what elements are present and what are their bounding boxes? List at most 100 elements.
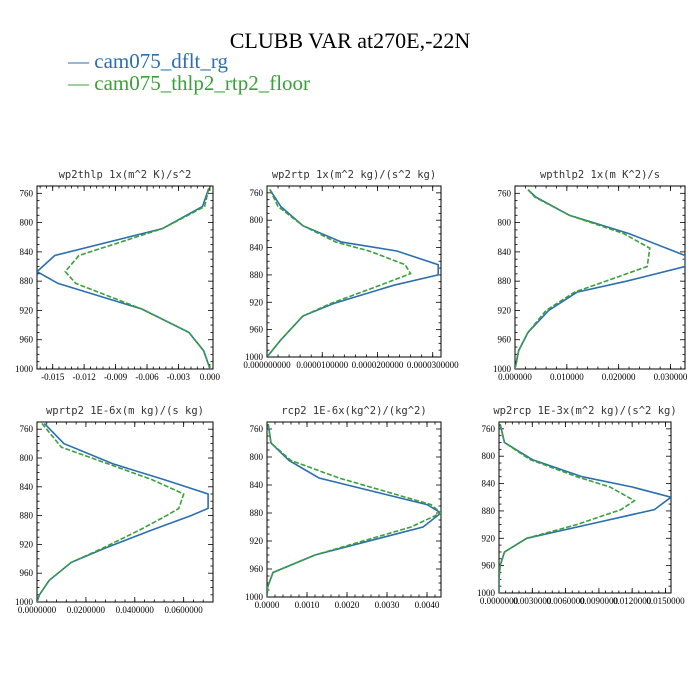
y-tick-label: 880 <box>20 276 34 286</box>
x-tick-label: 0.0600000 <box>165 605 204 615</box>
plot-frame <box>36 421 214 603</box>
y-tick-label: 880 <box>498 276 512 286</box>
series-line-floor <box>515 189 651 369</box>
y-tick-label: 840 <box>250 243 264 253</box>
x-tick-label: 0.000000 <box>498 372 532 382</box>
subplot-title: wprtp2 1E-6x(m kg)/(s kg) <box>46 405 204 417</box>
y-tick-label: 760 <box>498 188 512 198</box>
series-line-floor <box>499 423 636 593</box>
y-tick-label: 1000 <box>15 364 34 374</box>
x-tick-label: 0.0000300000 <box>407 360 459 370</box>
x-tick-label: 0.0400000 <box>116 605 155 615</box>
x-tick-label: 0.0000100000 <box>296 360 348 370</box>
series-line-floor <box>64 188 211 369</box>
y-tick-label: 880 <box>250 508 264 518</box>
y-tick-label: 800 <box>20 218 34 228</box>
x-tick-label: 0.0030 <box>375 600 400 610</box>
x-tick-label: 0.0010 <box>295 600 320 610</box>
series-line-floor <box>37 422 185 602</box>
y-tick-label: 960 <box>20 568 34 578</box>
y-tick-label: 760 <box>250 188 264 198</box>
series-line-floor <box>267 423 441 597</box>
y-tick-label: 800 <box>482 451 496 461</box>
y-tick-label: 880 <box>20 511 34 521</box>
y-tick-label: 960 <box>250 325 264 335</box>
legend-entry-dflt: — cam075_dflt_rg <box>68 50 310 72</box>
series-line-dflt <box>267 188 440 357</box>
y-tick-label: 760 <box>250 424 264 434</box>
subplot-title: wp2rtp 1x(m^2 kg)/(s^2 kg) <box>272 169 436 181</box>
y-tick-label: 920 <box>482 533 496 543</box>
x-tick-label: 0.000000000 <box>243 360 291 370</box>
y-tick-label: 840 <box>20 482 34 492</box>
legend-entry-floor: — cam075_thlp2_rtp2_floor <box>68 72 310 94</box>
legend-dash: — <box>68 49 95 73</box>
x-tick-label: -0.012 <box>73 372 96 382</box>
y-tick-label: 920 <box>20 305 34 315</box>
series-line-dflt <box>37 187 211 369</box>
series-line-dflt <box>515 189 685 369</box>
x-tick-label: 0.0090000 <box>580 596 619 606</box>
x-tick-label: -0.009 <box>104 372 128 382</box>
y-tick-label: 920 <box>20 539 34 549</box>
x-tick-label: 0.030000 <box>654 372 688 382</box>
x-tick-label: -0.006 <box>135 372 159 382</box>
series-line-dflt <box>37 422 209 602</box>
y-tick-label: 800 <box>498 218 512 228</box>
y-tick-label: 960 <box>498 335 512 345</box>
x-tick-label: 0.0000000 <box>480 596 519 606</box>
y-tick-label: 1000 <box>477 588 496 598</box>
plot-frame <box>266 185 442 358</box>
y-tick-label: 840 <box>20 247 34 257</box>
subplot-title: wp2thlp 1x(m^2 K)/s^2 <box>59 169 192 181</box>
y-tick-label: 760 <box>20 424 34 434</box>
plot-frame <box>514 185 686 370</box>
legend-dash: — <box>68 71 95 95</box>
x-tick-label: 0.0020 <box>335 600 360 610</box>
y-tick-label: 960 <box>482 561 496 571</box>
y-tick-label: 920 <box>250 297 264 307</box>
subplot-title: rcp2 1E-6x(kg^2)/(kg^2) <box>281 405 426 417</box>
x-tick-label: 0.0150000 <box>646 596 685 606</box>
x-tick-label: 0.020000 <box>602 372 636 382</box>
x-tick-label: 0.0000000 <box>18 605 57 615</box>
plot-frame <box>36 185 214 370</box>
y-tick-label: 960 <box>20 335 34 345</box>
y-tick-label: 880 <box>250 270 264 280</box>
y-tick-label: 1000 <box>245 352 264 362</box>
subplot-1: wp2thlp 1x(m^2 K)/s^2 760 800 840 880 920 960 1… <box>15 169 220 382</box>
y-tick-label: 800 <box>250 215 264 225</box>
y-tick-label: 760 <box>482 424 496 434</box>
plot-frame <box>498 421 672 594</box>
figure-title: CLUBB VAR at270E,-22N <box>229 28 471 53</box>
series-line-floor <box>267 189 412 357</box>
subplot-3: wpthlp2 1x(m K^2)/s 760 800 840 880 920 960 100… <box>493 169 688 382</box>
y-tick-label: 1000 <box>245 592 264 602</box>
x-tick-label: 0.0200000 <box>67 605 106 615</box>
subplot-title: wp2rcp 1E-3x(m^2 kg)/(s^2 kg) <box>493 405 676 417</box>
subplot-4: wprtp2 1E-6x(m kg)/(s kg) 760 800 840 880 920… <box>15 405 214 615</box>
y-tick-label: 840 <box>250 480 264 490</box>
x-tick-label: 0.0000 <box>255 600 280 610</box>
y-tick-label: 800 <box>250 452 264 462</box>
x-tick-label: 0.0030000 <box>513 596 552 606</box>
x-tick-label: 0.010000 <box>550 372 584 382</box>
legend-label-floor: cam075_thlp2_rtp2_floor <box>94 71 311 95</box>
subplot-title: wpthlp2 1x(m K^2)/s <box>540 169 660 181</box>
y-tick-label: 1000 <box>15 597 34 607</box>
y-tick-label: 880 <box>482 506 496 516</box>
x-tick-label: 0.0120000 <box>613 596 652 606</box>
plot-frame <box>266 421 442 598</box>
y-tick-label: 840 <box>482 479 496 489</box>
subplot-5: rcp2 1E-6x(kg^2)/(kg^2) 760 800 840 880 920 96… <box>245 405 442 610</box>
y-tick-label: 960 <box>250 564 264 574</box>
x-tick-label: 0.0040 <box>415 600 440 610</box>
series-line-dflt <box>499 423 671 593</box>
subplot-2: wp2rtp 1x(m^2 kg)/(s^2 kg) 760 800 840 880 92… <box>243 169 459 370</box>
subplot-6: wp2rcp 1E-3x(m^2 kg)/(s^2 kg) 760 800 840 88… <box>477 405 685 606</box>
y-tick-label: 800 <box>20 453 34 463</box>
x-tick-label: 0.000 <box>200 372 221 382</box>
series-line-dflt <box>267 423 441 597</box>
legend: — cam075_dflt_rg — cam075_thlp2_rtp2_flo… <box>68 50 310 94</box>
